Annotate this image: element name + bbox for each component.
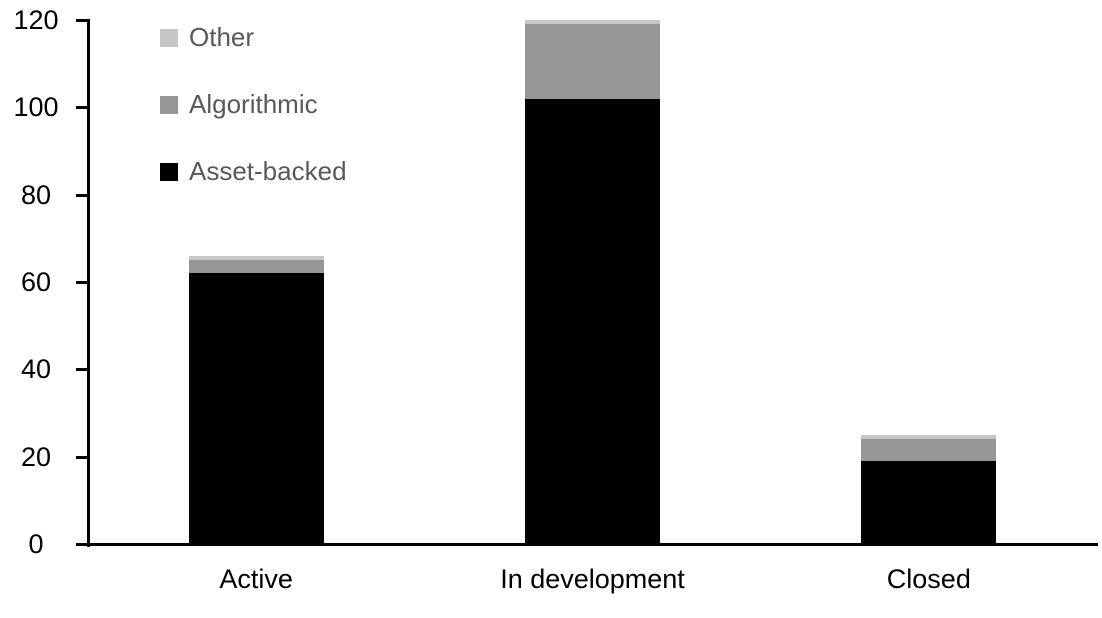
bar-segment-other <box>525 20 660 25</box>
y-axis-tick <box>76 106 88 110</box>
legend-item: Algorithmic <box>160 89 318 120</box>
bar-segment-algorithmic <box>525 24 660 99</box>
y-axis-tick-label: 20 <box>20 441 52 472</box>
legend-label: Asset-backed <box>189 156 347 186</box>
y-axis-tick <box>76 455 88 459</box>
y-axis-tick-label: 40 <box>20 354 52 385</box>
y-axis-tick-label: 0 <box>28 529 44 559</box>
y-axis-tick-label: 80 <box>20 179 52 210</box>
y-axis-line <box>87 19 90 547</box>
y-axis-tick-label: 100 <box>13 92 59 123</box>
legend-item: Asset-backed <box>160 156 347 187</box>
bar-segment-asset-backed <box>189 273 324 544</box>
x-axis-line <box>87 543 1098 546</box>
y-axis-tick <box>76 281 88 284</box>
x-axis-category-label: Closed <box>886 564 971 594</box>
bar-segment-algorithmic <box>189 260 324 274</box>
y-axis-tick <box>76 543 88 546</box>
x-axis-category-label: In development <box>500 564 685 594</box>
y-axis-tick <box>76 19 88 22</box>
y-axis-tick <box>76 368 88 372</box>
legend-swatch-icon <box>160 95 178 114</box>
legend-swatch-icon <box>160 28 178 47</box>
bar-segment-other <box>861 434 996 440</box>
y-axis-tick-label: 120 <box>13 5 59 35</box>
bar-segment-asset-backed <box>861 461 996 544</box>
bar-segment-algorithmic <box>861 439 996 462</box>
bar-segment-asset-backed <box>525 98 660 544</box>
bar-segment-other <box>189 255 324 261</box>
legend-label: Other <box>189 22 255 52</box>
y-axis-tick <box>76 193 88 197</box>
legend-item: Other <box>160 22 254 53</box>
legend-label: Algorithmic <box>189 89 318 119</box>
x-axis-category-label: Active <box>219 564 293 594</box>
legend-swatch-icon <box>160 162 178 181</box>
y-axis-tick-label: 60 <box>20 267 52 297</box>
